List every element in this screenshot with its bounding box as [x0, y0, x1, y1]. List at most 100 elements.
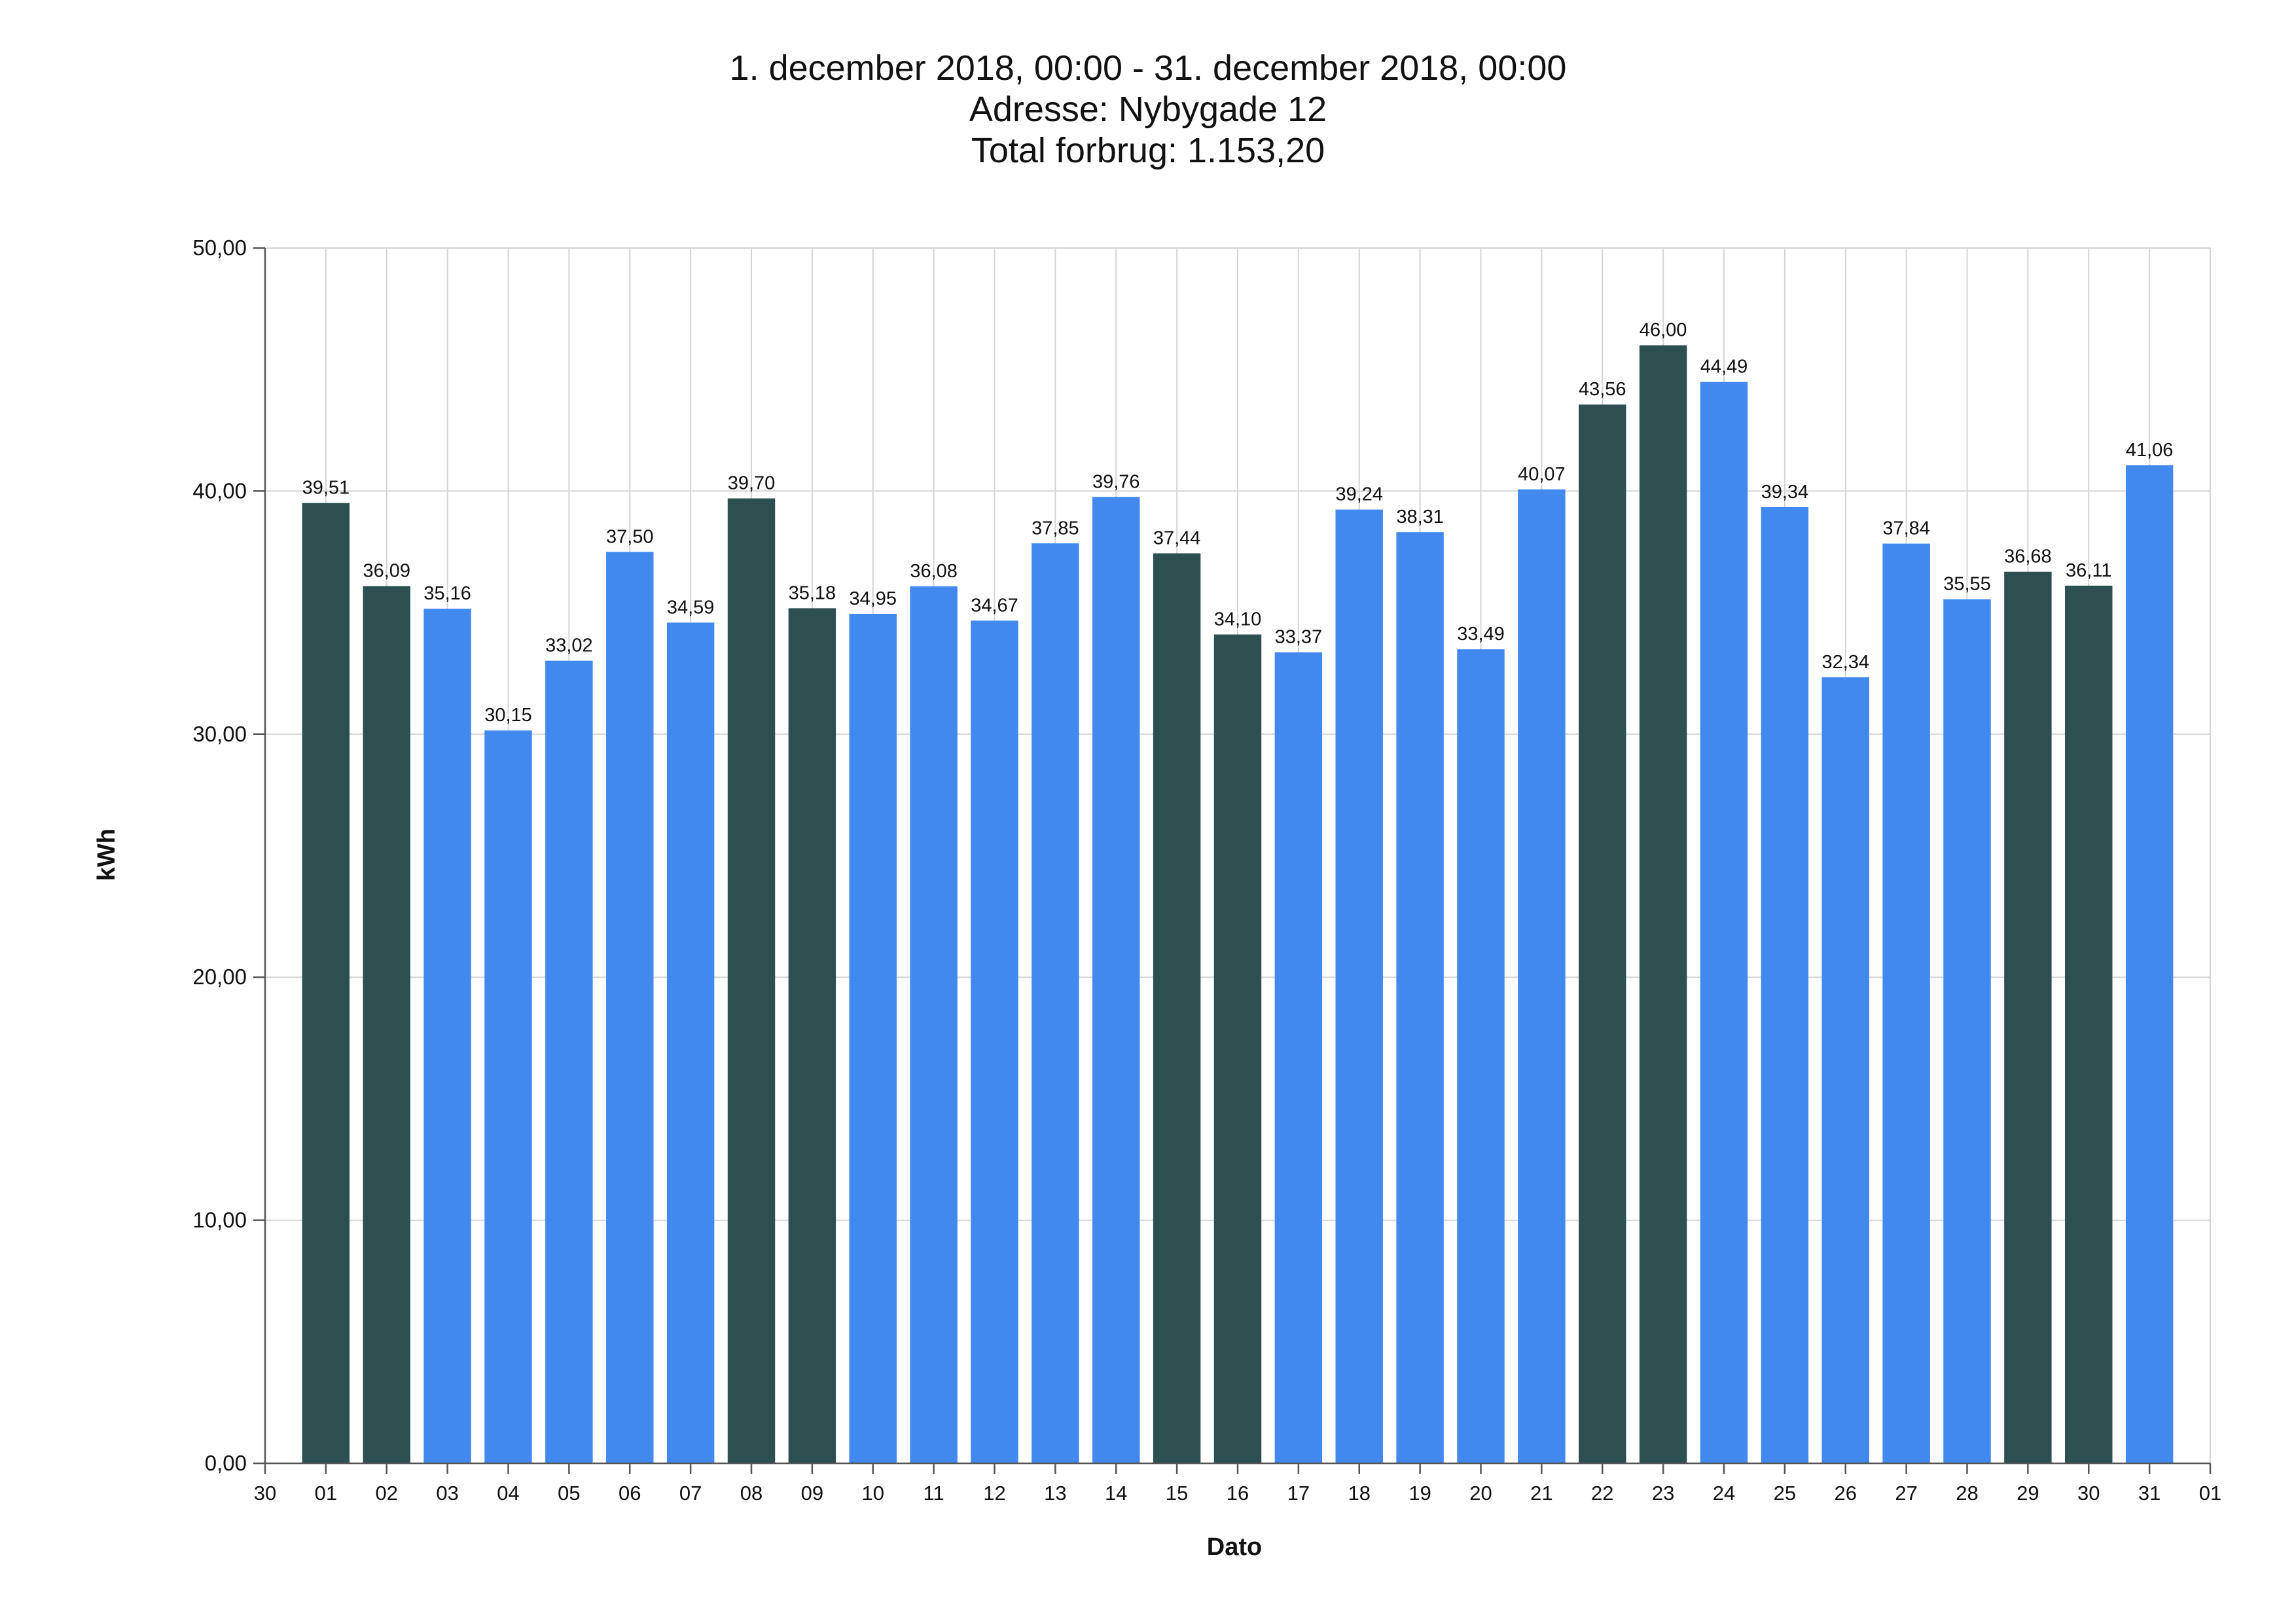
data-label-23: 46,00: [1640, 320, 1687, 341]
x-tick-label: 20: [1469, 1482, 1492, 1505]
x-tick-label: 30: [254, 1482, 276, 1505]
chart-title-address: Adresse: Nybygade 12: [969, 90, 1327, 129]
data-label-21: 40,07: [1518, 464, 1566, 485]
bar-27: [1882, 543, 1930, 1464]
y-tick-label: 50,00: [192, 236, 247, 260]
x-tick-label: 10: [862, 1482, 884, 1505]
x-tick-label: 31: [2138, 1482, 2161, 1505]
bar-16: [1213, 634, 1262, 1463]
x-tick-label: 09: [801, 1482, 823, 1505]
bar-22: [1579, 404, 1626, 1463]
data-label-04: 30,15: [484, 705, 532, 726]
x-tick-label: 11: [924, 1482, 944, 1505]
x-tick-labels: 30 01 02 03 04 05 06 07 08 09 10 11 12 13 14 15 16 17 18 19…: [254, 1482, 2221, 1505]
x-tick-label: 24: [1713, 1482, 1735, 1505]
chart-title-period: 1. december 2018, 00:00 - 31. december 2…: [730, 48, 1567, 88]
data-label-29: 36,68: [2004, 546, 2052, 567]
data-label-20: 33,49: [1457, 624, 1505, 645]
data-label-24: 44,49: [1700, 357, 1748, 378]
bar-13: [1031, 543, 1079, 1463]
data-label-15: 37,44: [1153, 527, 1201, 548]
x-tick-label: 23: [1652, 1482, 1674, 1505]
bar-07: [666, 622, 715, 1463]
x-tick-label: 22: [1591, 1482, 1613, 1505]
data-label-07: 34,59: [667, 597, 715, 618]
y-tick-label: 30,00: [192, 722, 247, 746]
y-tick-label: 0,00: [205, 1451, 247, 1475]
x-tick-label: 28: [1956, 1482, 1978, 1505]
data-label-17: 33,37: [1275, 627, 1323, 648]
x-tick-label: 25: [1774, 1482, 1796, 1505]
bar-12: [971, 620, 1018, 1463]
data-label-22: 43,56: [1579, 379, 1626, 400]
bar-05: [545, 660, 593, 1463]
bar-21: [1518, 489, 1566, 1463]
data-label-01: 39,51: [302, 478, 350, 499]
data-label-18: 39,24: [1335, 484, 1383, 505]
bar-20: [1457, 649, 1505, 1463]
data-label-13: 37,85: [1031, 518, 1079, 539]
bar-11: [910, 586, 958, 1463]
data-label-30: 36,11: [2066, 560, 2111, 581]
bar-17: [1274, 652, 1323, 1463]
data-label-08: 39,70: [728, 473, 776, 494]
x-tick-label: 18: [1348, 1482, 1371, 1505]
x-tick-label: 12: [983, 1482, 1005, 1505]
bar-23: [1639, 345, 1687, 1463]
data-label-03: 35,16: [423, 583, 471, 604]
x-tick-label: 30: [2077, 1482, 2100, 1505]
bar-15: [1153, 553, 1201, 1463]
data-label-14: 39,76: [1092, 471, 1140, 492]
x-tick-label: 01: [315, 1482, 337, 1505]
data-label-02: 36,09: [363, 561, 410, 582]
data-label-25: 39,34: [1761, 482, 1809, 503]
bar-03: [423, 609, 471, 1463]
y-axis-title: kWh: [93, 829, 120, 881]
data-label-12: 34,67: [971, 595, 1018, 616]
bar-25: [1761, 507, 1809, 1464]
x-tick-label: 05: [558, 1482, 580, 1505]
x-tick-label: 21: [1530, 1482, 1552, 1505]
x-tick-label: 29: [2017, 1482, 2039, 1505]
data-label-11: 36,08: [910, 561, 958, 582]
data-label-31: 41,06: [2126, 440, 2174, 461]
y-tick-labels: 0,00 10,00 20,00 30,00 40,00 50,00: [192, 236, 247, 1475]
data-label-28: 35,55: [1943, 574, 1991, 595]
bar-28: [1943, 599, 1991, 1463]
bar-30: [2065, 585, 2113, 1464]
chart-title: 1. december 2018, 00:00 - 31. december 2…: [730, 48, 1567, 170]
x-tick-label: 08: [740, 1482, 762, 1505]
x-tick-label: 06: [619, 1482, 641, 1505]
bar-01: [302, 503, 350, 1463]
x-tick-label: 16: [1227, 1482, 1249, 1505]
bar-31: [2125, 465, 2174, 1463]
bar-02: [363, 586, 410, 1463]
x-tick-label: 02: [376, 1482, 398, 1505]
bar-18: [1335, 509, 1383, 1463]
data-labels: 39,51 36,09 35,16 30,15 33,02 37,50 34,59 39,70…: [302, 320, 2174, 726]
bars: [302, 345, 2174, 1464]
x-tick-label: 15: [1166, 1482, 1188, 1505]
bar-08: [727, 498, 776, 1463]
data-label-16: 34,10: [1214, 609, 1262, 630]
x-tick-label: 26: [1835, 1482, 1857, 1505]
y-tick-label: 40,00: [192, 478, 247, 503]
x-tick-label: 04: [497, 1482, 519, 1505]
bar-09: [788, 608, 836, 1463]
data-label-19: 38,31: [1396, 507, 1444, 527]
data-label-05: 33,02: [545, 635, 593, 656]
bar-24: [1700, 382, 1748, 1464]
x-tick-label: 13: [1044, 1482, 1066, 1505]
axes: [253, 247, 2212, 1474]
bar-06: [606, 552, 654, 1463]
bar-14: [1092, 497, 1140, 1463]
bar-04: [484, 730, 532, 1463]
x-tick-label: 03: [436, 1482, 458, 1505]
x-tick-label: 14: [1105, 1482, 1127, 1505]
bar-29: [2004, 571, 2052, 1463]
y-tick-label: 20,00: [192, 965, 247, 989]
y-tick-label: 10,00: [192, 1208, 247, 1232]
x-tick-label: 17: [1287, 1482, 1310, 1505]
x-axis-title: Dato: [1207, 1533, 1262, 1561]
